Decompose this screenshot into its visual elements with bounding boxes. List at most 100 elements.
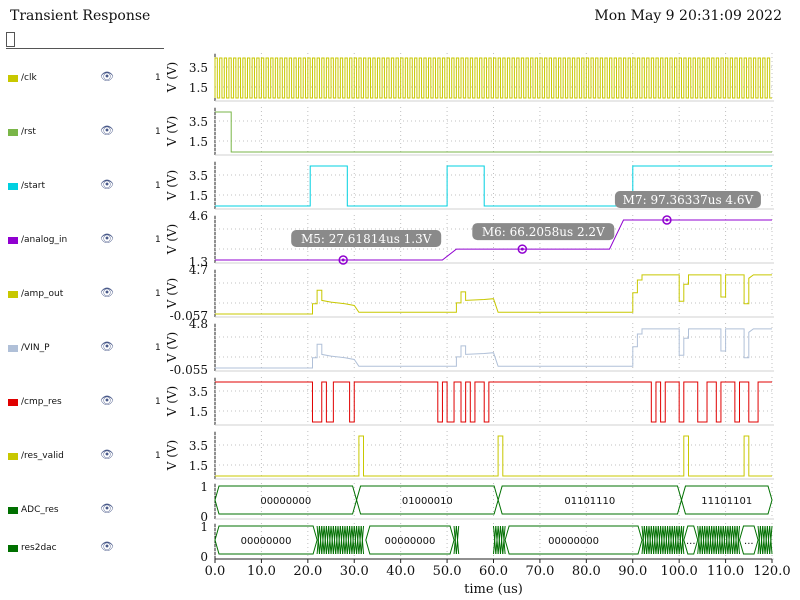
signal-color-swatch [8,129,18,136]
waveform-res_valid [215,435,772,477]
bus-value: 00000000 [260,496,311,507]
bus-transition [325,525,330,555]
bus-value: ... [686,536,696,547]
bus-transition [706,525,710,555]
waveform-amp_out [215,274,772,315]
signal-row[interactable]: /amp_out 👁 1 [0,286,170,304]
bus-transition [725,525,729,555]
signal-filter[interactable] [6,31,164,49]
marker-label: M6: 66.2058us 2.2V [482,225,605,239]
x-tick-label: 120.0 [753,564,790,579]
y-tick-label: 0 [200,550,208,564]
bus-transition [499,525,504,555]
y-tick-label: 1.5 [189,459,208,473]
visibility-eye-icon[interactable]: 👁 [100,340,114,353]
bus-segment [683,525,699,555]
signal-name: /cmp_res [21,397,62,407]
signal-color-swatch [8,545,18,552]
visibility-eye-icon[interactable]: 👁 [100,540,114,553]
y-tick-label: 1.3 [189,255,208,269]
y-tick-label: 4.8 [189,317,208,331]
x-axis-label: time (us) [464,582,523,597]
marker-label: M5: 27.61814us 1.3V [301,232,432,246]
bus-transition [667,525,671,555]
bus-value: 01000010 [402,496,453,507]
visibility-eye-icon[interactable]: 👁 [100,394,114,407]
bus-transition [321,525,325,555]
visibility-eye-icon[interactable]: 👁 [100,232,114,245]
y-tick-label: 1 [200,480,208,494]
bus-transition [344,525,348,555]
signal-row[interactable]: /analog_in 👁 1 [0,232,170,250]
visibility-eye-icon[interactable]: 👁 [100,448,114,461]
y-axis-label: V (V) [165,116,179,148]
signal-row[interactable]: /cmp_res 👁 1 [0,394,170,412]
x-tick-label: 30.0 [340,564,369,579]
bus-transition [650,525,655,555]
signal-count: 1 [155,181,161,191]
bus-transition [643,525,648,555]
signal-row[interactable]: /clk 👁 1 [0,70,170,88]
bus-transition [453,525,457,555]
signal-name: /analog_in [21,235,68,245]
bus-value: 00000000 [548,536,599,547]
signal-row[interactable]: /VIN_P 👁 1 [0,340,170,358]
bus-transition [455,525,460,555]
bus-transition [332,525,337,555]
signal-row[interactable]: /res_valid 👁 1 [0,448,170,466]
bus-segment [738,525,759,555]
marker-dot [520,247,524,251]
visibility-eye-icon[interactable]: 👁 [100,286,114,299]
y-tick-label: 3.5 [189,115,208,129]
bus-transition [759,525,764,555]
signal-row[interactable]: ADC_res 👁 [0,502,170,520]
bus-transition [734,525,738,555]
bus-transition [701,525,706,555]
bus-transition [766,525,771,555]
bus-transition [655,525,659,555]
signal-name: ADC_res [21,505,59,515]
filter-input[interactable] [6,32,15,47]
bus-transition [330,525,334,555]
signal-count: 1 [155,289,161,299]
y-tick-label: 1.5 [189,405,208,419]
bus-value: 00000000 [384,536,435,547]
x-tick-label: 60.0 [479,564,508,579]
y-tick-label: 1.5 [189,135,208,149]
bus-value: 00000000 [241,536,292,547]
bus-value: 11101101 [701,496,752,507]
visibility-eye-icon[interactable]: 👁 [100,502,114,515]
bus-transition [339,525,344,555]
signal-count: 1 [155,397,161,407]
y-tick-label: 3.5 [189,439,208,453]
bus-transition [493,525,497,555]
visibility-eye-icon[interactable]: 👁 [100,70,114,83]
bus-transition [351,525,355,555]
visibility-eye-icon[interactable]: 👁 [100,178,114,191]
signal-row[interactable]: /rst 👁 1 [0,124,170,142]
bus-transition [769,525,773,555]
signal-row[interactable]: res2dac 👁 [0,540,170,558]
bus-transition [718,525,722,555]
marker-label: M7: 97.36337us 4.6V [623,193,754,207]
marker-dot [665,218,669,222]
visibility-eye-icon[interactable]: 👁 [100,124,114,137]
signal-name: res2dac [21,543,57,553]
bus-transition [764,525,768,555]
bus-transition [328,525,332,555]
y-tick-label: -0.057 [170,309,208,323]
grid-lines [214,53,774,560]
bus-transition [646,525,650,555]
bus-transition [360,525,365,555]
y-tick-label: 1.5 [189,81,208,95]
y-tick-label: 3.5 [189,61,208,75]
y-axis-label: V (V) [165,386,179,418]
bus-value: 01101110 [564,496,615,507]
signal-color-swatch [8,345,18,352]
bus-transition [495,525,499,555]
signal-row[interactable]: /start 👁 1 [0,178,170,196]
bus-transition [653,525,657,555]
bus-transition [711,525,715,555]
bus-transition [676,525,680,555]
